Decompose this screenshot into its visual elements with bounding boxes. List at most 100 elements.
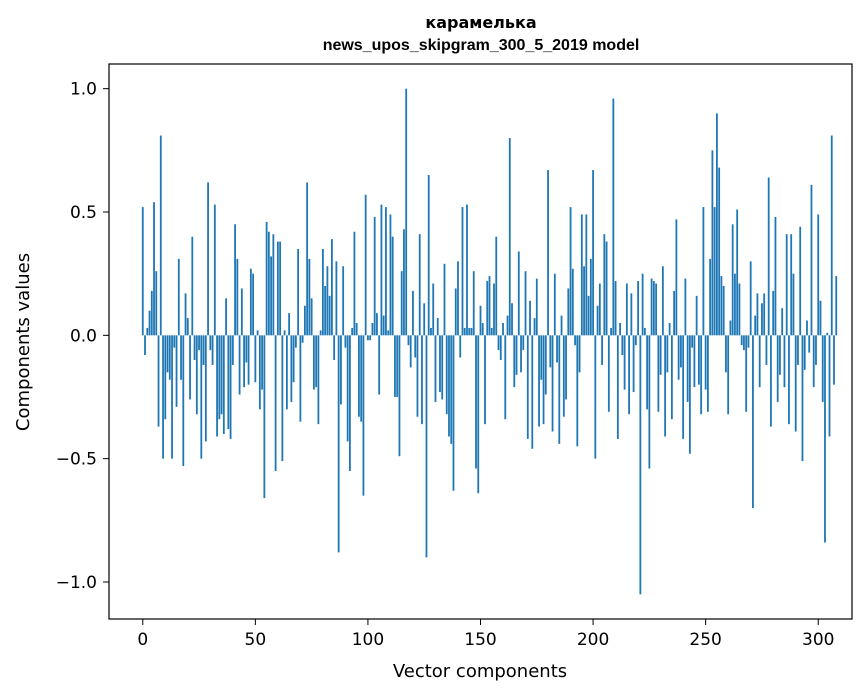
bar xyxy=(344,335,347,348)
bar xyxy=(425,335,428,558)
bar xyxy=(619,323,621,336)
bar xyxy=(470,327,473,336)
bar xyxy=(146,327,149,336)
bar xyxy=(549,335,552,368)
bar xyxy=(430,327,432,336)
bar xyxy=(756,293,759,336)
bar xyxy=(454,288,457,336)
bar xyxy=(578,335,581,373)
bar xyxy=(445,335,448,415)
bar xyxy=(326,266,329,336)
bar xyxy=(596,305,599,336)
bar xyxy=(767,177,770,336)
bar xyxy=(204,335,207,442)
bar xyxy=(441,335,444,400)
bar xyxy=(310,298,313,336)
bar xyxy=(457,261,459,336)
bar xyxy=(533,318,536,336)
bar xyxy=(200,335,203,459)
bar xyxy=(177,258,180,336)
bar xyxy=(801,335,804,462)
bar xyxy=(641,273,644,336)
bar xyxy=(592,170,594,336)
bar xyxy=(670,335,673,420)
bar xyxy=(380,204,383,336)
bar xyxy=(772,290,775,336)
bar xyxy=(150,290,153,336)
bar xyxy=(711,150,714,336)
bar xyxy=(173,335,176,348)
bar xyxy=(452,335,455,491)
bar xyxy=(558,335,561,444)
bar xyxy=(799,226,802,336)
bar xyxy=(355,323,358,336)
bar xyxy=(574,335,576,346)
bar xyxy=(567,288,570,336)
bar xyxy=(317,335,320,425)
bar xyxy=(353,231,356,336)
bar xyxy=(211,335,214,365)
bar xyxy=(623,335,626,390)
bar xyxy=(274,335,277,471)
bar xyxy=(423,303,426,336)
bar xyxy=(182,335,185,467)
bar xyxy=(704,335,707,390)
bar xyxy=(466,204,468,336)
plot-frame xyxy=(108,63,853,620)
bar xyxy=(400,271,403,336)
bar xyxy=(587,295,590,336)
bar xyxy=(589,258,592,336)
x-tick-label: 150 xyxy=(464,630,496,650)
bar xyxy=(405,88,408,336)
bar xyxy=(657,335,660,412)
y-axis-ticks: 1.0 0.5 0.0 −0.5 −1.0 xyxy=(56,80,109,593)
bar xyxy=(281,335,284,462)
bar xyxy=(416,335,419,417)
bar xyxy=(686,335,689,402)
bar xyxy=(387,330,390,336)
bar xyxy=(436,318,439,336)
bar xyxy=(285,335,288,410)
bar xyxy=(803,335,806,370)
bar xyxy=(529,300,531,336)
bar xyxy=(376,313,378,336)
bar xyxy=(718,167,721,336)
bar xyxy=(504,335,507,420)
bar xyxy=(186,318,189,336)
bar xyxy=(781,308,784,336)
bar xyxy=(231,335,234,365)
bar xyxy=(819,300,822,336)
bar xyxy=(164,335,167,420)
bar xyxy=(249,268,252,336)
bar xyxy=(580,214,583,336)
bar xyxy=(583,266,585,336)
bar xyxy=(736,209,739,336)
bar xyxy=(776,335,779,402)
bar xyxy=(770,335,772,427)
bar xyxy=(261,335,263,390)
bar xyxy=(162,335,164,459)
bar xyxy=(448,335,450,437)
bar xyxy=(502,323,504,336)
bar xyxy=(650,278,653,336)
bar xyxy=(758,335,761,388)
bar xyxy=(382,315,385,336)
bar xyxy=(342,266,345,336)
bar xyxy=(362,335,365,496)
x-axis-ticks: 0 50 100 150 200 250 300 xyxy=(137,619,834,650)
bar xyxy=(603,234,606,336)
bar xyxy=(168,335,171,380)
bar xyxy=(628,335,630,415)
bar xyxy=(333,335,336,360)
bar xyxy=(157,335,160,427)
bar xyxy=(817,214,820,336)
bar xyxy=(252,273,254,336)
bar xyxy=(544,335,547,395)
bar xyxy=(276,241,279,336)
bar xyxy=(821,335,824,402)
bar xyxy=(488,276,491,336)
bar xyxy=(524,271,527,336)
bar xyxy=(297,249,300,336)
bar xyxy=(180,335,182,380)
bar xyxy=(788,335,790,425)
